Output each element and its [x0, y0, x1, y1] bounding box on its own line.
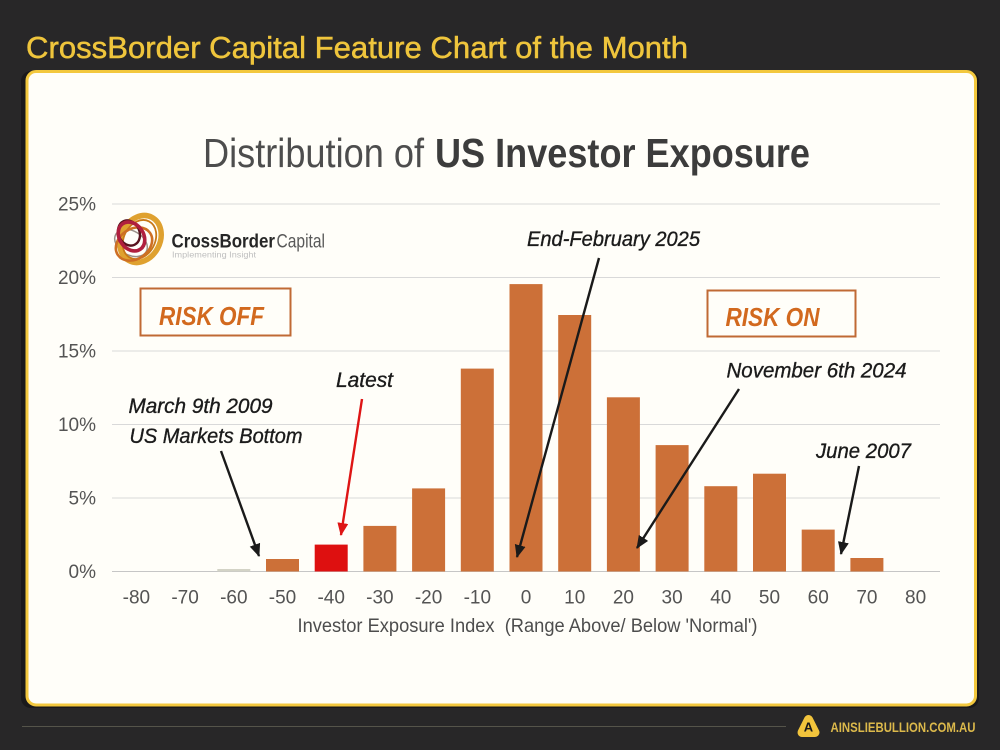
- svg-text:RISK OFF: RISK OFF: [159, 301, 265, 331]
- svg-text:-70: -70: [171, 588, 198, 609]
- svg-text:CrossBorder: CrossBorder: [172, 232, 276, 253]
- svg-text:US Investor Exposure: US Investor Exposure: [435, 130, 810, 176]
- svg-text:RISK ON: RISK ON: [726, 302, 821, 332]
- svg-text:Implementing Insight: Implementing Insight: [172, 250, 257, 260]
- svg-text:10: 10: [564, 588, 585, 609]
- svg-text:Distribution of: Distribution of: [203, 130, 425, 176]
- svg-text:5%: 5%: [69, 489, 97, 510]
- svg-text:CrossBorder Capital Feature Ch: CrossBorder Capital Feature Chart of the…: [26, 30, 688, 65]
- svg-text:-40: -40: [317, 588, 344, 609]
- svg-text:70: 70: [856, 588, 877, 609]
- svg-text:20%: 20%: [58, 268, 96, 289]
- svg-text:0%: 0%: [69, 562, 97, 583]
- svg-text:-50: -50: [269, 588, 296, 609]
- svg-text:30: 30: [662, 588, 683, 609]
- svg-text:-30: -30: [366, 588, 393, 609]
- svg-text:March 9th 2009: March 9th 2009: [129, 395, 273, 418]
- svg-text:40: 40: [710, 588, 731, 609]
- svg-text:Investor Exposure Index (Rang: Investor Exposure Index (Range Above/ Be…: [298, 616, 758, 637]
- svg-text:Latest: Latest: [336, 369, 394, 392]
- svg-text:-10: -10: [464, 588, 491, 609]
- svg-text:60: 60: [808, 588, 829, 609]
- svg-text:November 6th 2024: November 6th 2024: [727, 360, 907, 383]
- svg-text:Capital: Capital: [277, 232, 326, 253]
- svg-text:20: 20: [613, 588, 634, 609]
- svg-text:June 2007: June 2007: [815, 440, 912, 463]
- svg-text:15%: 15%: [58, 342, 96, 363]
- svg-text:0: 0: [521, 588, 532, 609]
- svg-text:-60: -60: [220, 588, 247, 609]
- svg-text:US Markets Bottom: US Markets Bottom: [130, 425, 303, 448]
- svg-text:80: 80: [905, 588, 926, 609]
- svg-text:A: A: [804, 720, 814, 735]
- svg-text:-80: -80: [123, 588, 150, 609]
- svg-text:AINSLIEBULLION.COM.AU: AINSLIEBULLION.COM.AU: [831, 720, 976, 735]
- svg-text:End-February 2025: End-February 2025: [527, 228, 700, 251]
- svg-text:-20: -20: [415, 588, 442, 609]
- svg-text:50: 50: [759, 588, 780, 609]
- svg-text:10%: 10%: [58, 415, 96, 436]
- svg-text:25%: 25%: [58, 195, 96, 216]
